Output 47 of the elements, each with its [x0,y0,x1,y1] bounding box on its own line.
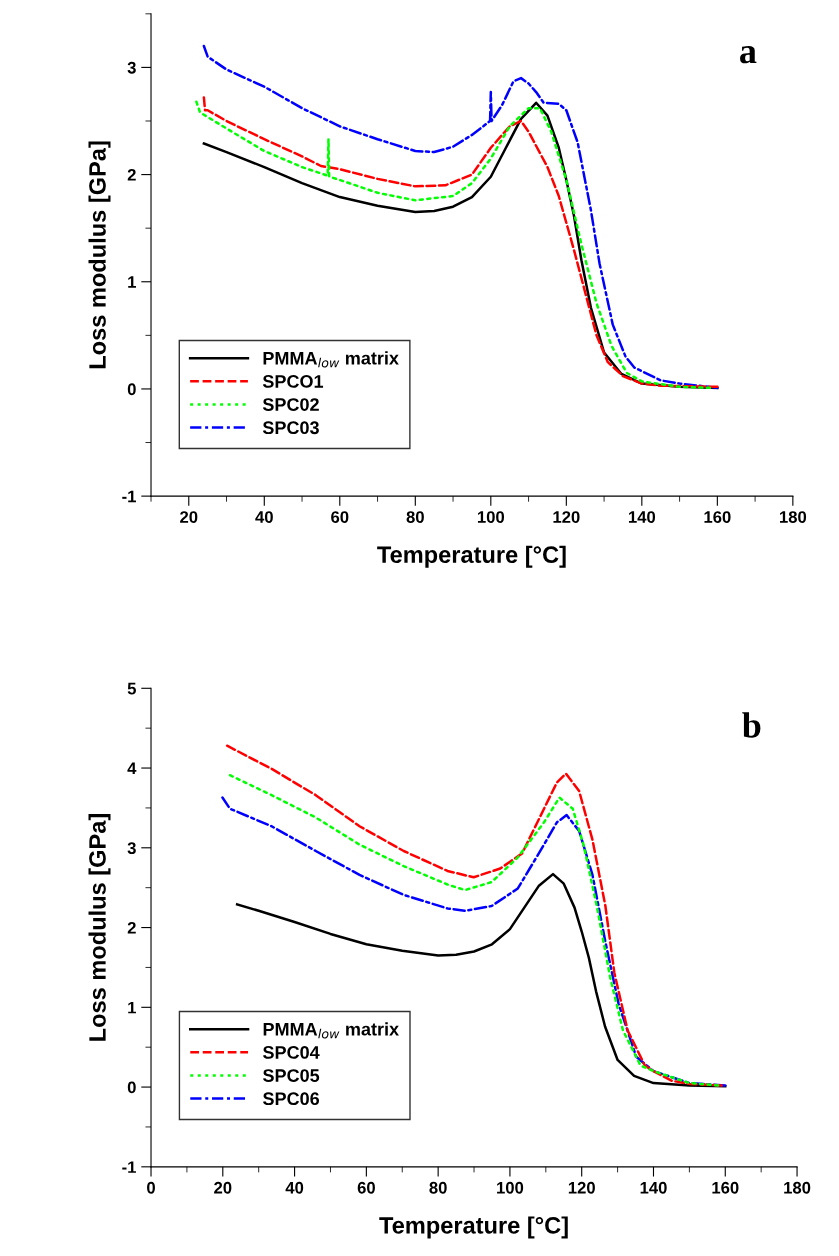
x-axis-title: Temperature [°C] [377,545,566,568]
x-tick-label: 140 [640,1181,667,1194]
line-series [235,872,727,1088]
x-axis-title: Temperature [°C] [379,1216,568,1239]
y-tick-label: -1 [122,490,136,503]
x-tick-label: 0 [147,1181,155,1194]
legend-label: SPC02 [262,398,319,411]
x-tick-label: 60 [357,1181,375,1194]
legend-label: PMMA$_{low}$ matrix [263,351,399,368]
legend-label: SPC03 [262,421,319,435]
y-tick-label: 4 [127,762,137,775]
x-tick-label: 20 [180,511,198,523]
x-tick-label: 40 [255,511,273,523]
annotation: a [740,46,757,64]
y-axis-title: Loss modulus [GPa] [88,141,111,369]
legend-label: SPC06 [263,1092,320,1106]
x-tick-label: 40 [285,1181,304,1194]
x-tick-label: 60 [331,511,349,523]
y-tick-label: 0 [127,1081,136,1094]
x-tick-label: 100 [477,511,505,523]
x-tick-label: 100 [497,1181,524,1194]
x-tick-label: 160 [704,511,731,523]
x-tick-label: 120 [553,511,580,523]
x-tick-label: 180 [780,511,807,523]
legend-label: PMMA$_{low}$ matrix [263,1022,399,1039]
line-series [202,44,719,390]
x-tick-label: 160 [712,1181,739,1194]
x-tick-label: 140 [628,511,656,523]
x-tick-label: 20 [214,1181,232,1194]
x-tick-label: 80 [429,1181,447,1194]
annotation: b [742,712,761,738]
y-tick-label: 3 [127,842,136,855]
y-axis-title: Loss modulus [GPa] [88,814,111,1041]
y-tick-label: 1 [128,276,136,288]
y-tick-label: -1 [122,1161,136,1173]
legend-label: SPC04 [263,1046,320,1059]
legend-label: SPC05 [263,1069,320,1082]
y-tick-label: 2 [127,168,136,181]
x-tick-label: 80 [406,511,424,523]
y-tick-label: 1 [128,1001,136,1014]
y-tick-label: 5 [127,682,136,695]
y-tick-label: 3 [127,61,136,74]
x-tick-label: 180 [784,1181,811,1194]
legend-label: SPCO1 [262,375,324,388]
y-tick-label: 0 [127,383,136,396]
y-tick-label: 2 [127,921,136,934]
x-tick-label: 120 [568,1181,595,1194]
